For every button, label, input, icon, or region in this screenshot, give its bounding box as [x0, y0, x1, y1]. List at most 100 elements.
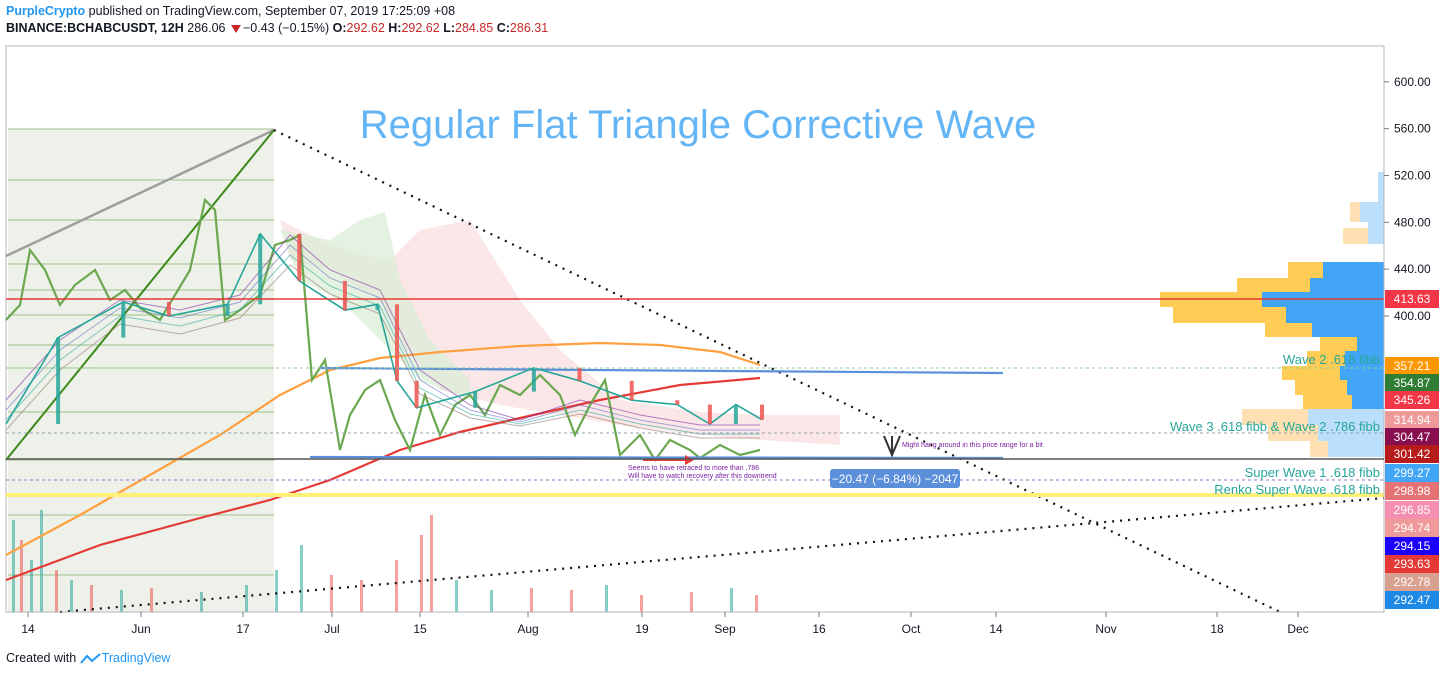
wave-annotation: Super Wave 1 .618 fibb	[1245, 465, 1380, 480]
blue-ray-upper	[319, 366, 1004, 375]
x-tick-label: 16	[812, 622, 826, 636]
triangle-lower-line	[59, 496, 1385, 614]
price-change: −0.43 (−0.15%)	[243, 21, 330, 35]
wave-annotation: Wave 2 .618 fibb	[1283, 352, 1380, 367]
publish-info: PurpleCrypto published on TradingView.co…	[6, 4, 455, 18]
price-level-label: 294.74	[1394, 521, 1431, 535]
price-level-badge[interactable]	[1385, 519, 1439, 537]
price-level-badge[interactable]	[1385, 464, 1439, 482]
price-level-badge[interactable]	[1385, 445, 1439, 463]
price-chart[interactable]: 413.63 357.21 354.87 345.26 314.94 304.47 301.…	[0, 40, 1444, 640]
price-level-label: 296.85	[1394, 503, 1431, 517]
x-tick-label: Aug	[517, 622, 538, 636]
price-level-label: 301.42	[1394, 447, 1431, 461]
price-level-badge[interactable]	[1385, 482, 1439, 500]
y-tick-label: 440.00	[1394, 262, 1431, 276]
low-value: 284.85	[455, 21, 494, 35]
price-levels: 413.63 357.21 354.87 345.26 314.94 304.47 301.…	[6, 290, 1439, 609]
x-tick-label: Jun	[131, 622, 150, 636]
x-tick-label: 15	[413, 622, 427, 636]
x-tick-label: 14	[989, 622, 1003, 636]
price-level-label: 298.98	[1394, 484, 1431, 498]
price-level-label: 293.63	[1394, 557, 1431, 571]
x-tick-label: 14	[21, 622, 35, 636]
price-level-label: 292.47	[1394, 593, 1431, 607]
price-candle	[760, 404, 764, 420]
wave-annotation: Renko Super Wave .618 fibb	[1214, 482, 1380, 497]
y-tick-label: 560.00	[1394, 122, 1431, 136]
price-level-badge[interactable]	[1385, 428, 1439, 446]
price-level-badge[interactable]	[1385, 391, 1439, 409]
ma-orange	[5, 341, 761, 556]
price-level-label: 314.94	[1394, 413, 1431, 427]
symbol-name[interactable]: BINANCE:BCHABCUSDT, 12H	[6, 21, 184, 35]
price-level-badge[interactable]	[1385, 501, 1439, 519]
green-oscillator	[5, 197, 761, 462]
symbol-info: BINANCE:BCHABCUSDT, 12H 286.06 −0.43 (−0…	[6, 21, 548, 35]
price-level-label: 304.47	[1394, 430, 1431, 444]
price-candle	[342, 280, 347, 311]
price-level-badge[interactable]	[1385, 357, 1439, 375]
down-triangle-icon	[231, 24, 241, 33]
measure-label: −20.47 (−6.84%) −2047	[832, 472, 959, 486]
price-candle	[675, 400, 680, 405]
price-candle	[56, 337, 61, 424]
green-trendline	[5, 129, 275, 461]
x-tick-label: Sep	[714, 622, 736, 636]
low-label: L:	[443, 21, 455, 35]
price-level-badge[interactable]	[1385, 374, 1439, 392]
price-level-label: 354.87	[1394, 376, 1431, 390]
y-tick-label: 400.00	[1394, 309, 1431, 323]
price-level-badge[interactable]	[1385, 573, 1439, 591]
price-level-label: 345.26	[1394, 393, 1431, 407]
high-value: 292.62	[401, 21, 440, 35]
price-candle	[166, 301, 171, 316]
blue-ray-lower	[309, 455, 1004, 460]
note-recovery: Will have to watch recovery after this d…	[628, 473, 777, 480]
volume-bars	[12, 510, 758, 612]
price-level-badge[interactable]	[1385, 537, 1439, 555]
price-level-label: 357.21	[1394, 359, 1431, 373]
chart-title: Regular Flat Triangle Corrective Wave	[360, 103, 1037, 147]
price-candle	[414, 380, 419, 408]
price-level-label: 294.15	[1394, 539, 1431, 553]
volume-profile	[1160, 172, 1384, 457]
x-tick-label: 19	[635, 622, 649, 636]
price-candle	[375, 304, 380, 311]
cloud-red	[280, 220, 840, 445]
price-level-label: 292.78	[1394, 575, 1431, 589]
price-candle	[629, 380, 634, 401]
range-box	[8, 129, 274, 612]
x-tick-label: Oct	[902, 622, 921, 636]
tradingview-logo-icon	[79, 652, 101, 664]
x-tick-label: 17	[236, 622, 250, 636]
created-with-text: Created with	[6, 651, 77, 665]
fib-lines-left	[8, 128, 274, 576]
price-candle	[121, 301, 126, 338]
price-candle	[473, 391, 478, 408]
price-candle	[258, 234, 263, 305]
price-level-label: 299.27	[1394, 466, 1431, 480]
y-tick-label: 600.00	[1394, 75, 1431, 89]
chart-drawings	[5, 45, 1385, 614]
x-tick-label: Jul	[324, 622, 339, 636]
x-tick-label: Nov	[1095, 622, 1116, 636]
publisher-name[interactable]: PurpleCrypto	[6, 4, 86, 18]
x-tick-label: Dec	[1287, 622, 1308, 636]
price-candle	[733, 404, 738, 424]
triangle-upper-line	[273, 129, 1281, 613]
price-level-badge[interactable]	[1385, 591, 1439, 609]
close-label: C:	[496, 21, 510, 35]
price-candle	[577, 367, 582, 381]
measure-box[interactable]	[830, 469, 960, 488]
tradingview-link[interactable]: TradingView	[101, 651, 171, 665]
pen-marker-icon	[883, 435, 901, 458]
price-level-badge[interactable]	[1385, 411, 1439, 429]
grey-trendline	[5, 128, 275, 258]
price-level-badge[interactable]	[1385, 290, 1439, 308]
price-level-badge[interactable]	[1385, 555, 1439, 573]
price-candle	[395, 304, 399, 381]
y-tick-label: 520.00	[1394, 168, 1431, 182]
price-candle	[707, 404, 712, 424]
annotations: Regular Flat Triangle Corrective Wave Se…	[360, 103, 1380, 497]
